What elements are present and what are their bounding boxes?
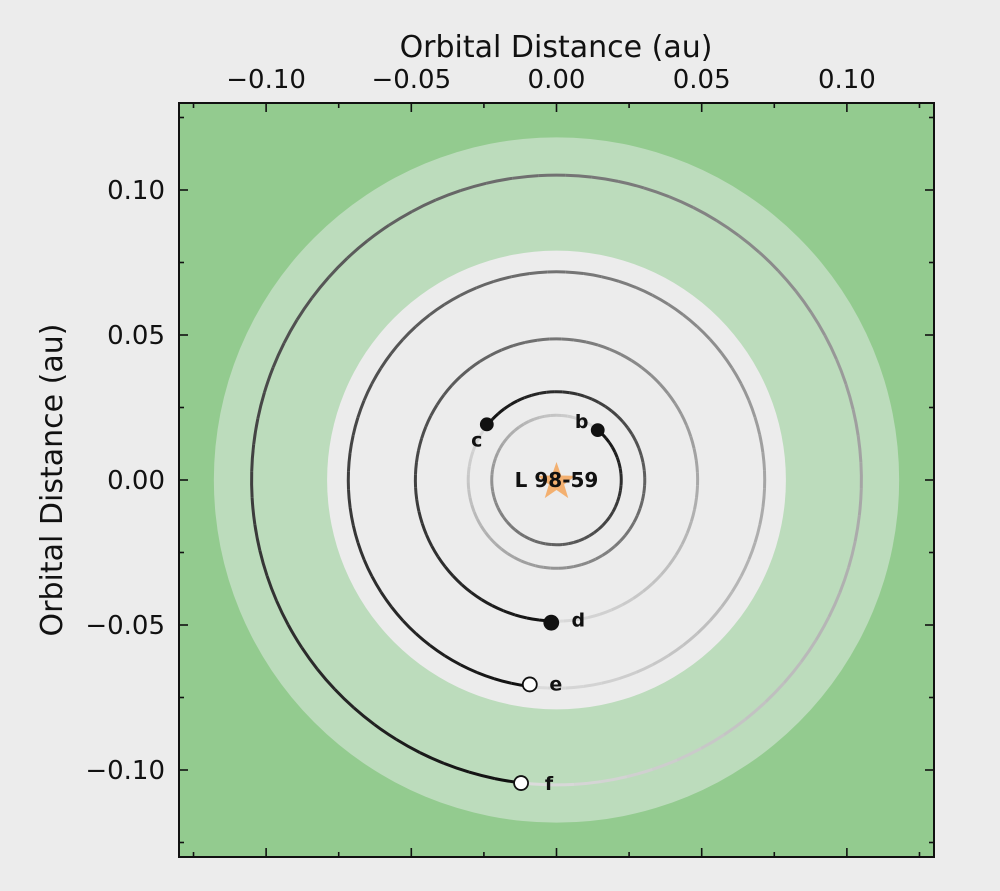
x-tick-label: 0.05 xyxy=(673,65,731,95)
planet-b xyxy=(590,423,605,438)
star-label: L 98-59 xyxy=(515,468,599,492)
planet-c xyxy=(479,417,494,432)
y-tick-label: 0.10 xyxy=(107,176,165,206)
y-tick-label: −0.05 xyxy=(85,611,165,641)
axis-ticks xyxy=(179,103,934,857)
planet-f xyxy=(513,775,529,791)
orbit-e xyxy=(346,270,767,690)
x-tick-labels: −0.10 −0.05 0.00 0.05 0.10 xyxy=(226,65,876,95)
planet-labels: b c d e f xyxy=(471,411,588,795)
orbit-d xyxy=(413,337,700,623)
orbit-b xyxy=(490,413,623,547)
y-tick-labels: 0.10 0.05 0.00 −0.05 −0.10 xyxy=(85,176,165,786)
planet-label-c: c xyxy=(471,429,482,451)
x-tick-label: 0.10 xyxy=(818,65,876,95)
planet-markers xyxy=(479,417,605,791)
x-tick-label: −0.05 xyxy=(371,65,451,95)
planet-e xyxy=(521,676,538,693)
orbit-paths xyxy=(250,173,863,787)
planet-label-d: d xyxy=(571,610,585,632)
planet-label-f: f xyxy=(545,773,554,795)
x-axis-title: Orbital Distance (au) xyxy=(400,30,713,65)
y-tick-label: 0.00 xyxy=(107,466,165,496)
orbit-c xyxy=(466,390,647,570)
planet-d xyxy=(543,614,560,631)
y-tick-label: 0.05 xyxy=(107,321,165,351)
star-icon xyxy=(537,462,576,499)
y-axis-title: Orbital Distance (au) xyxy=(35,324,70,637)
orbit-f xyxy=(250,173,863,787)
x-tick-label: 0.00 xyxy=(528,65,586,95)
x-tick-label: −0.10 xyxy=(226,65,306,95)
planet-label-e: e xyxy=(549,673,562,695)
planet-label-b: b xyxy=(575,411,589,433)
y-tick-label: −0.10 xyxy=(85,756,165,786)
